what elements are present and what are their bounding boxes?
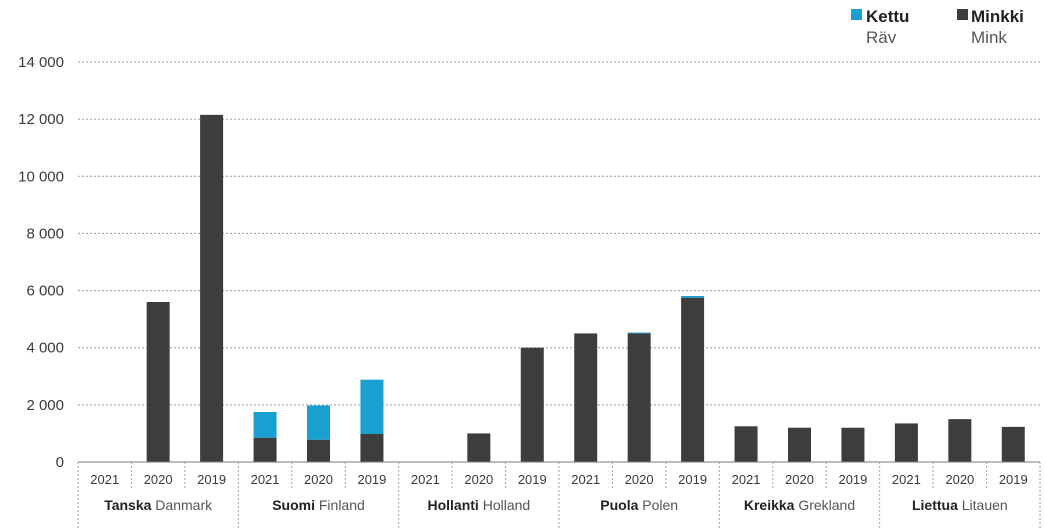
x-tick-year-label: 2021	[892, 472, 921, 487]
bar-minkki	[627, 333, 651, 462]
x-group-label: Tanska Danmark	[104, 497, 213, 513]
bar-minkki	[253, 437, 277, 462]
bar-minkki	[681, 297, 705, 462]
x-tick-year-label: 2020	[785, 472, 814, 487]
bar-minkki	[307, 439, 330, 462]
x-tick-year-label: 2020	[464, 472, 493, 487]
bar-minkki	[788, 427, 811, 462]
legend-label-kettu: Kettu	[866, 7, 909, 26]
bar-minkki	[574, 333, 598, 462]
y-tick-label: 6 000	[26, 283, 64, 300]
y-axis-tick-labels: 0 2 000 4 000 6 000 8 000 10 000 12 000 14 000	[18, 54, 64, 471]
bar-minkki	[146, 302, 170, 462]
x-tick-year-label: 2021	[90, 472, 119, 487]
bar-kettu	[253, 412, 277, 438]
x-group-label: Liettua Litauen	[912, 497, 1008, 513]
x-tick-year-label: 2021	[251, 472, 280, 487]
bar-minkki	[200, 114, 224, 462]
y-tick-label: 12 000	[18, 111, 64, 128]
x-group-label: Puola Polen	[600, 497, 678, 513]
x-tick-year-label: 2020	[144, 472, 173, 487]
bar-minkki	[520, 347, 544, 462]
bar-minkki	[734, 426, 758, 462]
y-tick-label: 4 000	[26, 340, 64, 357]
x-tick-year-label: 2019	[357, 472, 386, 487]
x-group-label: Kreikka Grekland	[744, 497, 855, 513]
legend-sublabel-mink: Mink	[971, 28, 1007, 47]
x-tick-year-label: 2019	[999, 472, 1028, 487]
legend-swatch-minkki	[957, 9, 968, 20]
y-tick-label: 2 000	[26, 397, 64, 414]
legend: Kettu Räv Minkki Mink	[851, 7, 1024, 47]
x-tick-year-label: 2019	[838, 472, 867, 487]
legend-swatch-kettu	[851, 9, 862, 20]
bar-minkki	[1001, 426, 1025, 462]
bar-minkki	[894, 423, 918, 462]
bar-minkki	[841, 427, 865, 462]
legend-sublabel-rav: Räv	[866, 28, 897, 47]
x-tick-year-label: 2020	[304, 472, 333, 487]
x-tick-year-label: 2021	[732, 472, 761, 487]
bar-minkki	[948, 419, 972, 462]
bar-kettu	[360, 379, 384, 434]
y-tick-label: 0	[56, 454, 64, 471]
gridlines	[78, 61, 1040, 406]
y-tick-label: 8 000	[26, 225, 64, 242]
x-axis: 2021 2020 2019 Tanska Danmark 2021 2020 2019 Su…	[77, 461, 1041, 530]
x-group-label: Suomi Finland	[272, 497, 365, 513]
y-tick-label: 10 000	[18, 168, 64, 185]
x-tick-year-label: 2021	[571, 472, 600, 487]
y-tick-label: 14 000	[18, 54, 64, 71]
bar-kettu	[307, 405, 330, 440]
x-tick-year-label: 2020	[625, 472, 654, 487]
x-tick-year-label: 2019	[518, 472, 547, 487]
bar-kettu	[627, 332, 651, 334]
x-tick-year-label: 2021	[411, 472, 440, 487]
x-tick-year-label: 2019	[197, 472, 226, 487]
bar-minkki	[360, 434, 384, 462]
x-tick-year-label: 2020	[945, 472, 974, 487]
legend-label-minkki: Minkki	[971, 7, 1024, 26]
x-tick-year-label: 2019	[678, 472, 707, 487]
bar-minkki	[467, 433, 491, 462]
bar-kettu	[681, 296, 705, 298]
x-group-label: Hollanti Holland	[427, 497, 530, 513]
bars	[146, 114, 1025, 462]
